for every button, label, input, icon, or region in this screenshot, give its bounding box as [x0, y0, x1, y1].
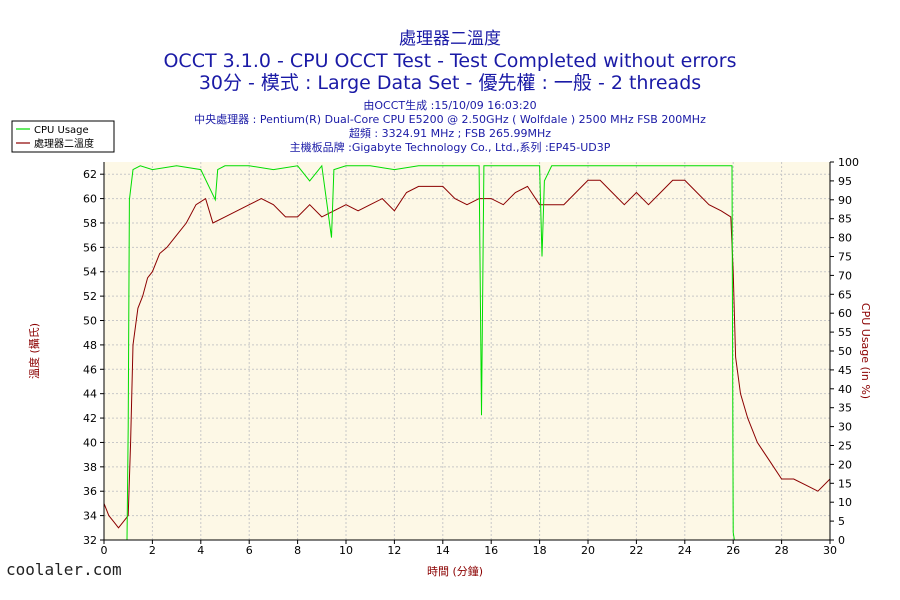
y2-tick-label: 50	[838, 345, 852, 358]
x-tick-label: 26	[726, 544, 740, 557]
x-tick-label: 2	[149, 544, 156, 557]
y-tick-label: 60	[83, 193, 97, 206]
x-tick-label: 18	[533, 544, 547, 557]
y2-tick-label: 0	[838, 534, 845, 547]
y2-tick-label: 5	[838, 515, 845, 528]
y2-tick-label: 45	[838, 364, 852, 377]
y-tick-label: 44	[83, 388, 97, 401]
info-cpu: 中央處理器 : Pentium(R) Dual-Core CPU E5200 @…	[194, 113, 706, 126]
y2-tick-label: 35	[838, 402, 852, 415]
info-motherboard: 主機板品牌 :Gigabyte Technology Co., Ltd.,系列 …	[289, 141, 611, 154]
x-tick-label: 28	[775, 544, 789, 557]
legend-box	[11, 120, 115, 153]
plot-background	[104, 162, 830, 540]
y2-tick-label: 95	[838, 175, 852, 188]
y2-tick-label: 15	[838, 477, 852, 490]
x-axis-label: 時間 (分鐘)	[427, 564, 483, 578]
y2-tick-label: 55	[838, 326, 852, 339]
y-tick-label: 38	[83, 461, 97, 474]
info-block: 由OCCT生成 :15/10/09 16:03:20 中央處理器 : Penti…	[0, 99, 900, 155]
plot-area	[104, 162, 830, 540]
tick-labels: 0 2 4 6 8 10 12 14 16 18 20 22 24 26 28 303234363840424…	[83, 156, 859, 557]
y-tick-label: 36	[83, 485, 97, 498]
x-tick-label: 20	[581, 544, 595, 557]
axes	[100, 161, 834, 544]
y2-tick-label: 40	[838, 383, 852, 396]
y-tick-label: 46	[83, 363, 97, 376]
y2-tick-label: 20	[838, 458, 852, 471]
y2-tick-label: 85	[838, 213, 852, 226]
x-tick-label: 12	[387, 544, 401, 557]
series-line-temperature	[103, 179, 831, 529]
x-tick-label: 22	[629, 544, 643, 557]
y-tick-label: 42	[83, 412, 97, 425]
chart-subtitle-test: OCCT 3.1.0 - CPU OCCT Test - Test Comple…	[163, 50, 737, 72]
y-tick-label: 54	[83, 266, 97, 279]
y2-tick-label: 70	[838, 269, 852, 282]
y-tick-label: 32	[83, 534, 97, 547]
legend-label-cpu-usage: CPU Usage	[34, 125, 89, 136]
y2-tick-label: 25	[838, 440, 852, 453]
y2-tick-label: 100	[838, 156, 859, 169]
y-tick-label: 40	[83, 436, 97, 449]
y2-tick-label: 30	[838, 421, 852, 434]
info-overclock: 超頻 : 3324.91 MHz ; FSB 265.99MHz	[348, 127, 552, 140]
series-line-cpu-usage	[104, 164, 830, 541]
series-layer	[103, 164, 831, 541]
x-tick-label: 14	[436, 544, 450, 557]
y-tick-label: 34	[83, 510, 97, 523]
x-tick-label: 10	[339, 544, 353, 557]
x-tick-label: 30	[823, 544, 837, 557]
y2-tick-label: 60	[838, 307, 852, 320]
y2-tick-label: 80	[838, 232, 852, 245]
info-generated: 由OCCT生成 :15/10/09 16:03:20	[363, 99, 537, 112]
y-tick-label: 62	[83, 168, 97, 181]
x-tick-label: 0	[101, 544, 108, 557]
watermark: coolaler.com	[6, 560, 122, 579]
chart-title: 處理器二溫度	[399, 29, 501, 49]
y2-tick-label: 75	[838, 251, 852, 264]
grid-lines	[103, 162, 831, 541]
y-axis-label: 溫度 (攝氏)	[27, 323, 41, 379]
y2-axis-label: CPU Usage (in %)	[859, 303, 872, 399]
y2-tick-label: 10	[838, 496, 852, 509]
legend-label-temp: 處理器二溫度	[34, 137, 94, 150]
legend: CPU Usage 處理器二溫度	[11, 120, 115, 153]
y-tick-label: 58	[83, 217, 97, 230]
y-tick-label: 56	[83, 241, 97, 254]
y-tick-label: 50	[83, 315, 97, 328]
y2-tick-label: 65	[838, 288, 852, 301]
x-tick-label: 6	[246, 544, 253, 557]
chart-subtitle-mode: 30分 - 模式 : Large Data Set - 優先權 : 一般 - 2…	[198, 72, 702, 94]
title-block: 處理器二溫度 OCCT 3.1.0 - CPU OCCT Test - Test…	[0, 28, 900, 155]
y-tick-label: 48	[83, 339, 97, 352]
x-tick-label: 4	[197, 544, 204, 557]
y2-tick-label: 90	[838, 194, 852, 207]
x-tick-label: 8	[294, 544, 301, 557]
y-tick-label: 52	[83, 290, 97, 303]
x-tick-label: 16	[484, 544, 498, 557]
x-tick-label: 24	[678, 544, 692, 557]
